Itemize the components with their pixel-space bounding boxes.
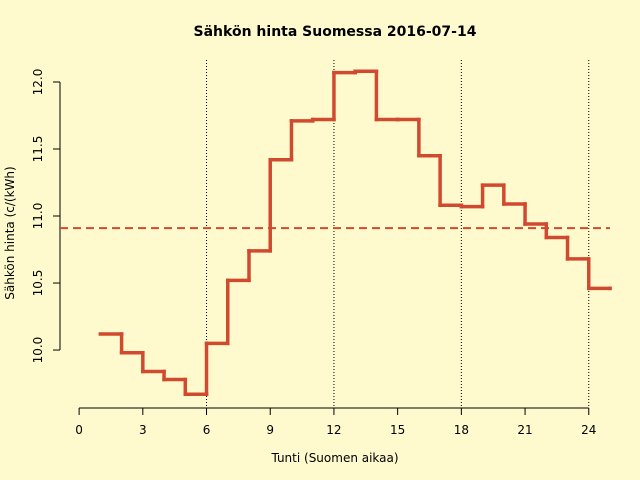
y-tick-label: 11.0 (31, 203, 45, 230)
x-tick-label: 21 (517, 423, 532, 437)
x-tick-label: 24 (581, 423, 596, 437)
x-tick-label: 0 (75, 423, 83, 437)
x-tick-label: 18 (454, 423, 469, 437)
chart-title: Sähkön hinta Suomessa 2016-07-14 (194, 24, 477, 40)
x-axis-label: Tunti (Suomen aikaa) (270, 451, 398, 465)
x-tick-label: 6 (203, 423, 211, 437)
y-tick-label: 10.5 (31, 270, 45, 297)
x-tick-label: 3 (139, 423, 147, 437)
x-tick-label: 12 (326, 423, 341, 437)
y-tick-label: 11.5 (31, 136, 45, 163)
y-axis-label: Sähkön hinta (c/(kWh) (3, 166, 17, 299)
y-tick-label: 12.0 (31, 69, 45, 96)
y-tick-label: 10.0 (31, 337, 45, 364)
x-tick-label: 15 (390, 423, 405, 437)
x-tick-label: 9 (266, 423, 274, 437)
